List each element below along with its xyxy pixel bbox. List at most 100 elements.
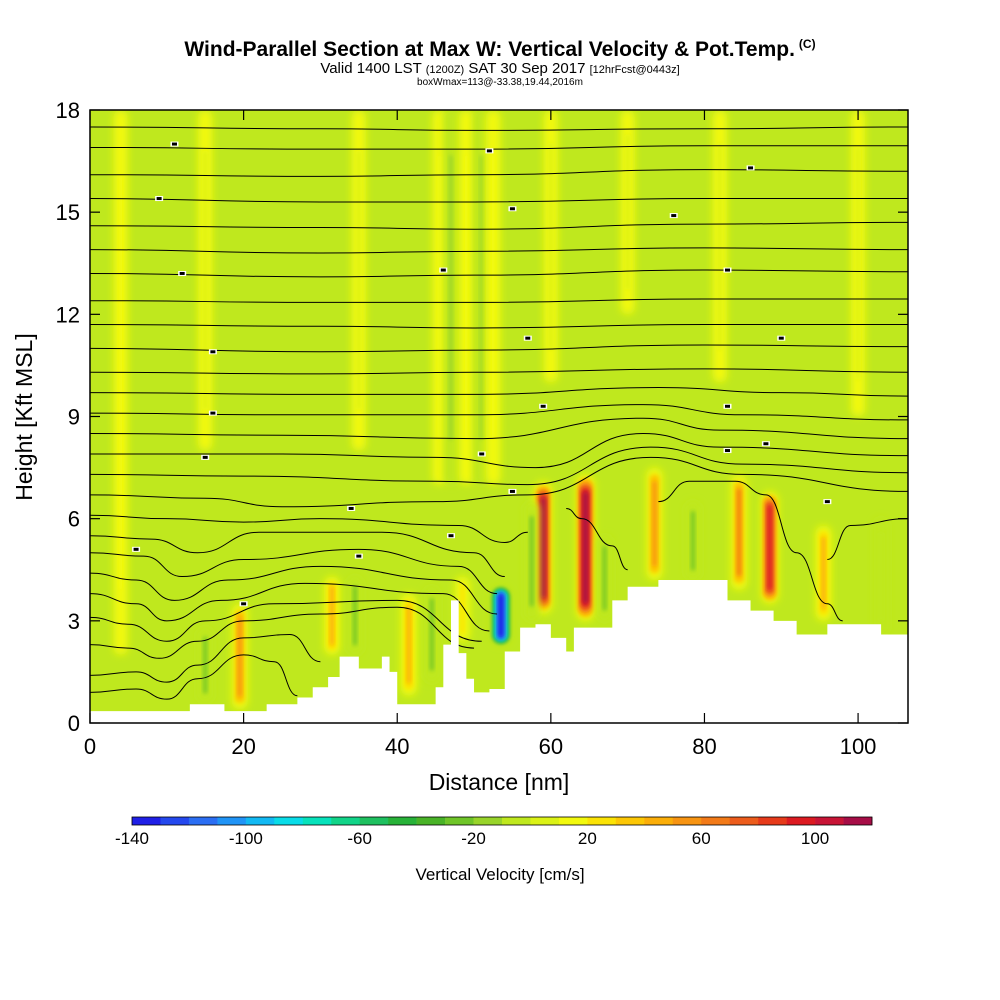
colorbar-swatch [502,817,531,825]
isentrope-label [761,441,770,447]
isentrope-label [201,454,210,460]
w-streak-band [329,585,334,646]
w-streak-band [357,150,361,410]
isentrope-label-mark [179,271,185,275]
w-streak-band [464,154,469,440]
w-streak-band [429,598,434,671]
w-streak-6 [231,603,248,710]
isentrope-label [354,553,363,559]
isentrope-line [90,324,908,329]
isentrope-label-mark [748,166,754,170]
x-tick-label: 80 [692,734,716,759]
w-streak-15 [685,501,701,580]
colorbar-swatch [188,817,218,825]
colorbar-tick-label: -60 [347,829,372,848]
valid-time: Valid 1400 LST [320,60,422,77]
isentrope-label [155,196,164,202]
w-streak-band [602,545,607,611]
isentrope-line [90,298,908,303]
x-tick-label: 20 [231,734,255,759]
y-tick-label: 9 [68,405,80,430]
valid-date: SAT 30 Sep 2017 [468,60,586,77]
isentrope-label-mark [525,336,531,340]
x-tick-label: 0 [84,734,96,759]
isentrope-line [90,433,908,469]
w-streak-4 [760,491,779,604]
w-streak-band [406,605,411,684]
w-streak-9 [455,576,470,642]
w-streak-band [549,142,553,350]
isentrope-label [723,403,732,409]
w-streak-20 [351,110,366,451]
w-streak-band [583,491,588,604]
w-streak-10 [491,586,511,645]
isentrope-label-mark [210,411,216,415]
isentrope-label-mark [509,489,515,493]
w-streak-17 [197,627,213,703]
w-streak-13 [524,501,540,621]
x-tick-label: 100 [840,734,877,759]
isentrope-label [178,270,187,276]
isentrope-line [90,456,908,508]
y-tick-label: 0 [68,711,80,736]
isentrope-label-mark [448,534,454,538]
w-streak-19 [198,110,213,451]
copyright-mark: (C) [798,37,816,51]
w-streak-11 [347,576,363,655]
w-streak-band [479,154,484,440]
isentrope-line [827,518,908,561]
w-streak-band [498,593,504,638]
isentrope-label-mark [133,547,139,551]
isentrope-label-mark [479,452,485,456]
y-tick-label: 18 [56,98,80,123]
isentrope-line [90,387,908,397]
w-streak-band [203,636,208,694]
colorbar-swatch [416,817,446,825]
isentrope-label-mark [763,442,769,446]
w-streak-21 [432,110,447,485]
isentrope-label [723,448,732,454]
w-streak-band [237,616,242,697]
isentrope-line [90,548,498,595]
colorbar-swatch [587,817,617,825]
colorbar-tick-label: -20 [461,829,486,848]
plot-area [90,110,908,723]
y-axis-label: Height [Kft MSL] [11,333,37,500]
colorbar-frame [131,816,873,826]
w-streak-7 [324,576,340,655]
isentrope-line [90,565,498,615]
colorbar-tick-label: -140 [115,829,149,848]
isentrope-line [90,514,528,544]
w-streak-18 [113,110,128,655]
colorbar-swatch [473,817,503,825]
isentrope-label [523,335,532,341]
isentrope-label-mark [202,455,208,459]
isentrope-line [90,368,908,375]
terrain-mask [90,579,908,723]
isentrope-line [90,126,908,131]
isentrope-label [669,213,678,219]
y-axis: 0 3 6 9 12 15 18 [56,98,908,736]
colorbar-swatch [558,817,588,825]
isentrope-line [90,247,908,254]
colorbar-swatch [701,817,730,825]
colorbar-swatch [672,817,702,825]
w-streak-band [821,536,826,610]
w-streak-8 [400,593,417,696]
isentrope-line [90,531,505,578]
colorbar-swatch [615,817,645,825]
colorbar-swatch [302,817,332,825]
isentrope-label [446,533,455,539]
w-streak-band [625,134,630,290]
isentrope-label-mark [348,506,354,510]
w-streak-1 [576,474,595,621]
y-tick-label: 3 [68,609,80,634]
isentrope-line [90,269,908,278]
valid-time-utc: (1200Z) [425,64,465,76]
colorbar-swatch [160,817,190,825]
isentrope-line [566,507,628,571]
w-streak-band [118,175,123,590]
isentrope-line [90,599,482,642]
w-streak-band [203,150,207,410]
